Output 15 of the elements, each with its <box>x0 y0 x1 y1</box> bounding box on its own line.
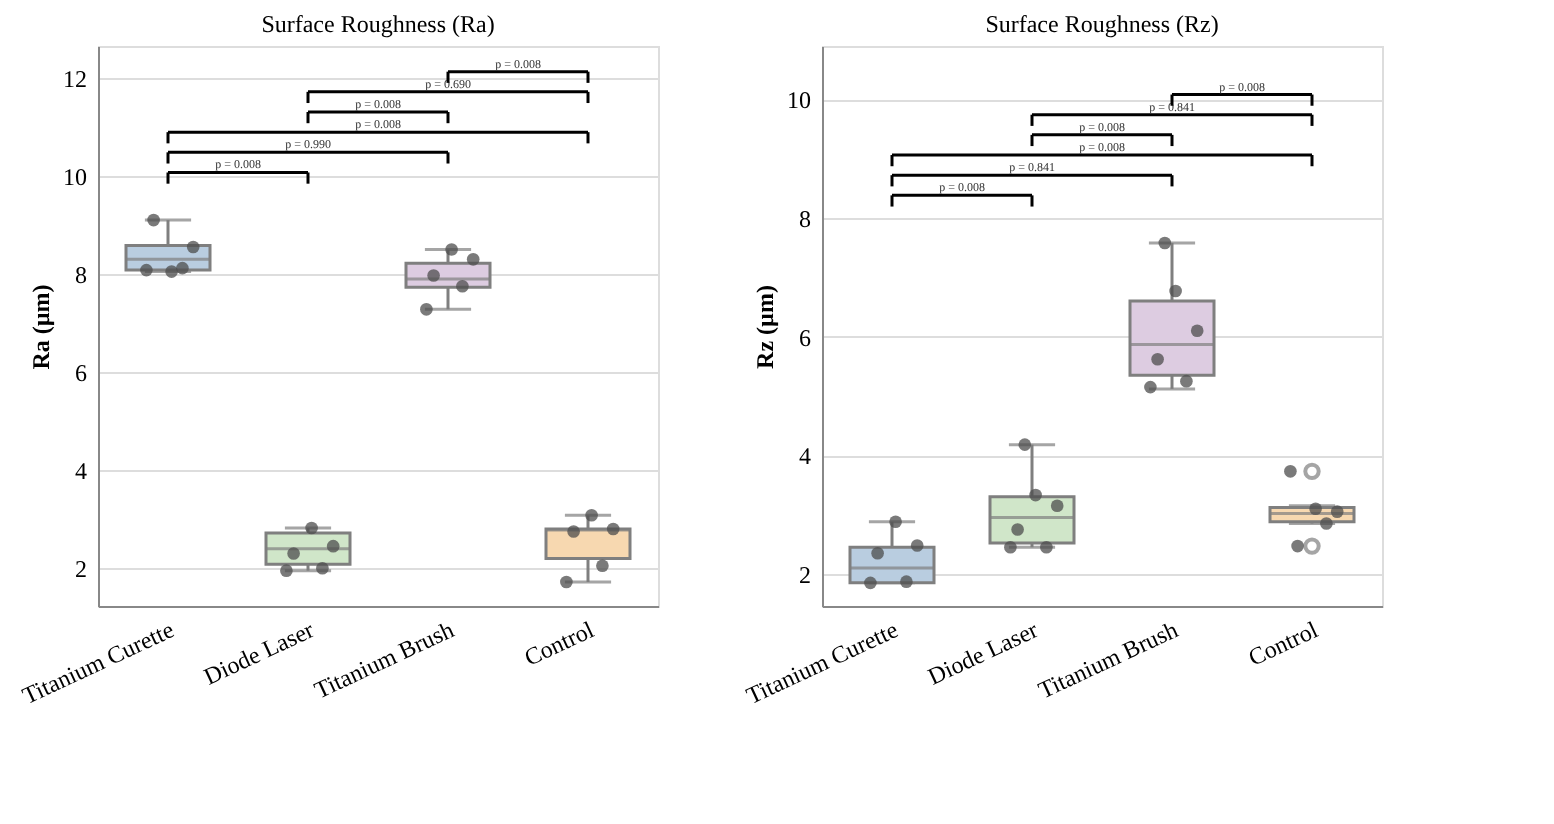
chart-title: Surface Roughness (Rz) <box>985 10 1219 38</box>
y-tick-label: 6 <box>799 323 811 352</box>
y-axis-title: Rz (µm) <box>751 285 779 369</box>
y-tick-label: 2 <box>799 560 811 589</box>
y-tick-label: 6 <box>75 359 87 388</box>
y-axis-title: Ra (µm) <box>27 284 55 370</box>
y-tick-label: 4 <box>75 457 87 486</box>
y-tick-label: 2 <box>75 555 87 584</box>
y-tick-label: 8 <box>799 205 811 234</box>
y-tick-label: 12 <box>63 64 87 93</box>
y-tick-label: 10 <box>787 86 811 115</box>
y-tick-label: 10 <box>63 162 87 191</box>
y-tick-label: 4 <box>799 442 811 471</box>
y-tick-label: 8 <box>75 261 87 290</box>
chart-title: Surface Roughness (Ra) <box>261 10 495 38</box>
